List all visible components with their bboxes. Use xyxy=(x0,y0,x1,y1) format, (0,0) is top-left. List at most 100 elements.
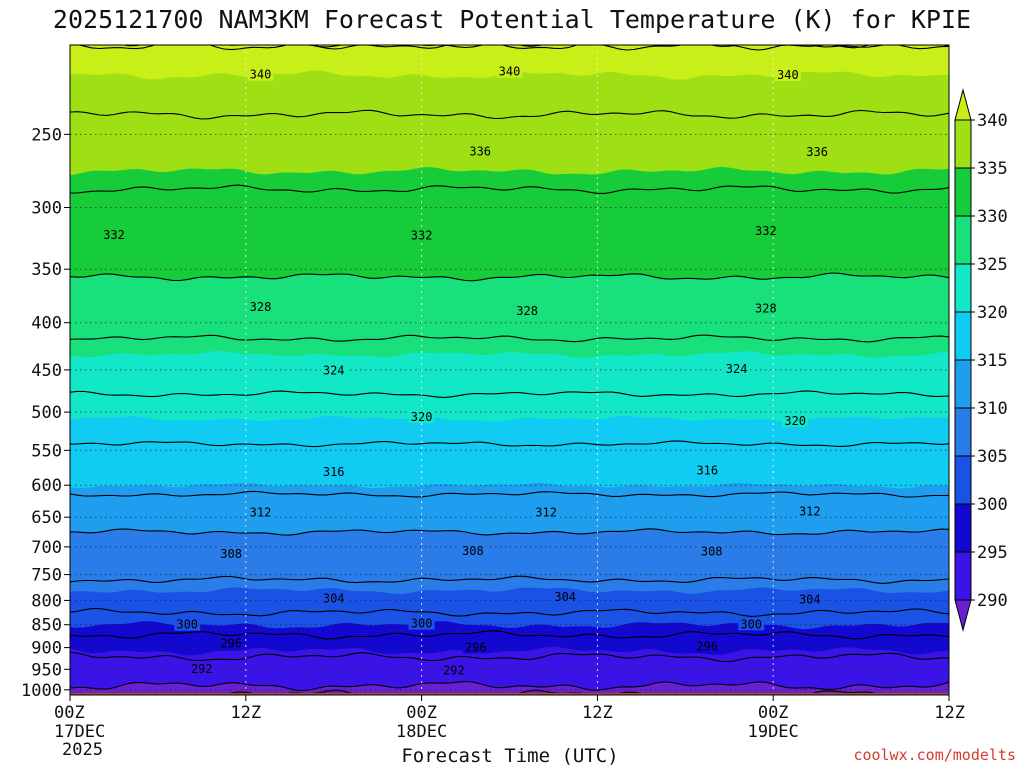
isentrope-label: 316 xyxy=(696,463,718,477)
x-tick-date: 18DEC xyxy=(396,722,447,742)
isentrope-label-bg xyxy=(752,223,779,237)
isentrope-label: 332 xyxy=(755,224,777,238)
colorbar-top-arrow xyxy=(954,88,972,121)
isentrope-label-bg xyxy=(408,228,435,242)
isentrope-label-bg xyxy=(459,544,486,558)
y-tick-label: 1000 xyxy=(21,681,62,701)
colorbar-swatch xyxy=(954,455,972,505)
isentrope-label: 300 xyxy=(740,617,762,631)
x-tick-label: 12Z xyxy=(934,703,965,723)
isentrope-302 xyxy=(70,608,949,617)
isentrope-label-bg xyxy=(782,413,809,427)
x-axis-title: Forecast Time (UTC) xyxy=(401,745,618,767)
isentrope-label-bg xyxy=(247,299,274,313)
y-tick-label: 550 xyxy=(31,441,62,461)
colorbar-label: 305 xyxy=(977,447,1008,467)
theta-band-330-335 xyxy=(70,166,949,282)
isentrope-label: 300 xyxy=(176,618,198,632)
isentrope-label: 332 xyxy=(411,229,433,243)
isentrope-306 xyxy=(70,575,949,584)
isentrope-label-bg xyxy=(723,362,750,375)
isentrope-label-bg xyxy=(496,64,523,78)
theta-band-315-320 xyxy=(70,415,949,489)
isentrope-label: 336 xyxy=(469,144,491,158)
colorbar-label: 300 xyxy=(977,495,1008,515)
theta-band-325-330 xyxy=(70,272,949,358)
ground-surface xyxy=(70,693,949,695)
isentrope-label-bg xyxy=(247,67,274,81)
isentrope-label: 332 xyxy=(103,228,125,242)
isentrope-label-bg xyxy=(218,636,245,650)
colorbar-swatch xyxy=(954,407,972,457)
colorbar-label: 325 xyxy=(977,255,1008,275)
isentrope-label-bg xyxy=(514,304,541,318)
isentrope-label: 304 xyxy=(554,590,576,604)
x-tick-label: 00Z xyxy=(406,703,437,723)
isentrope-label-bg xyxy=(752,301,779,315)
isentrope-label: 296 xyxy=(220,637,242,651)
theta-band-335-340 xyxy=(70,69,949,176)
isentrope-label-bg xyxy=(738,617,765,631)
isentrope-label-bg xyxy=(774,68,801,82)
colorbar-label: 290 xyxy=(977,591,1008,611)
x-tick-date: 17DEC xyxy=(54,722,105,742)
isentrope-314 xyxy=(70,490,949,498)
y-tick-label: 600 xyxy=(31,476,62,496)
isentrope-290 xyxy=(70,680,949,692)
credit-text: coolwx.com/modelts xyxy=(853,746,1016,764)
isentrope-label-bg xyxy=(247,505,274,519)
x-tick-date: 19DEC xyxy=(748,722,799,742)
isentrope-label-bg xyxy=(698,544,725,558)
y-tick-label: 350 xyxy=(31,260,62,280)
isentrope-label-bg xyxy=(408,409,435,423)
colorbar-swatch xyxy=(954,551,972,601)
isentrope-298 xyxy=(70,630,949,640)
colorbar-swatch xyxy=(954,359,972,409)
isentrope-label-bg xyxy=(796,592,823,606)
x-tick-label: 00Z xyxy=(54,703,85,723)
isentrope-label-bg xyxy=(218,547,245,560)
isentrope-326 xyxy=(70,334,949,343)
isentrope-label: 292 xyxy=(443,664,465,678)
isentrope-label: 312 xyxy=(799,505,821,519)
isentrope-label: 308 xyxy=(220,547,242,561)
x-tick-label: 12Z xyxy=(230,703,261,723)
isentrope-label: 304 xyxy=(323,592,345,606)
x-tick-label: 00Z xyxy=(758,703,789,723)
isentrope-label: 300 xyxy=(411,617,433,631)
isentrope-label-bg xyxy=(408,616,435,630)
isentrope-label-bg xyxy=(804,145,831,159)
isentrope-label-bg xyxy=(467,144,494,158)
y-tick-label: 450 xyxy=(31,361,62,381)
isentrope-label: 320 xyxy=(411,410,433,424)
isentrope-label: 324 xyxy=(726,362,748,376)
colorbar-label: 335 xyxy=(977,159,1008,179)
x-tick-label: 12Z xyxy=(582,703,613,723)
y-tick-label: 750 xyxy=(31,566,62,586)
colorbar-swatch xyxy=(954,263,972,313)
colorbar-label: 295 xyxy=(977,543,1008,563)
theta-band-305-310 xyxy=(70,528,949,595)
isentrope-label: 340 xyxy=(777,68,799,82)
isentrope-label: 312 xyxy=(535,505,557,519)
isentrope-294 xyxy=(70,651,949,663)
colorbar-label: 340 xyxy=(977,111,1008,131)
isentrope-label: 308 xyxy=(462,544,484,558)
isentrope-label-bg xyxy=(462,640,489,654)
isentrope-label-bg xyxy=(320,363,347,377)
isentrope-label-bg xyxy=(694,639,721,653)
isentrope-322 xyxy=(70,390,949,398)
isentrope-346 xyxy=(121,45,949,51)
colorbar-swatch xyxy=(954,215,972,265)
isentrope-label: 324 xyxy=(323,363,345,377)
isentrope-label: 312 xyxy=(250,506,272,520)
colorbar-swatch xyxy=(954,503,972,553)
isentrope-label-bg xyxy=(533,505,560,519)
colorbar-label: 315 xyxy=(977,351,1008,371)
isentrope-label-bg xyxy=(796,504,823,518)
y-tick-label: 850 xyxy=(31,616,62,636)
isentrope-label: 328 xyxy=(516,304,538,318)
isentrope-310 xyxy=(70,528,949,536)
surface-band xyxy=(70,693,949,695)
